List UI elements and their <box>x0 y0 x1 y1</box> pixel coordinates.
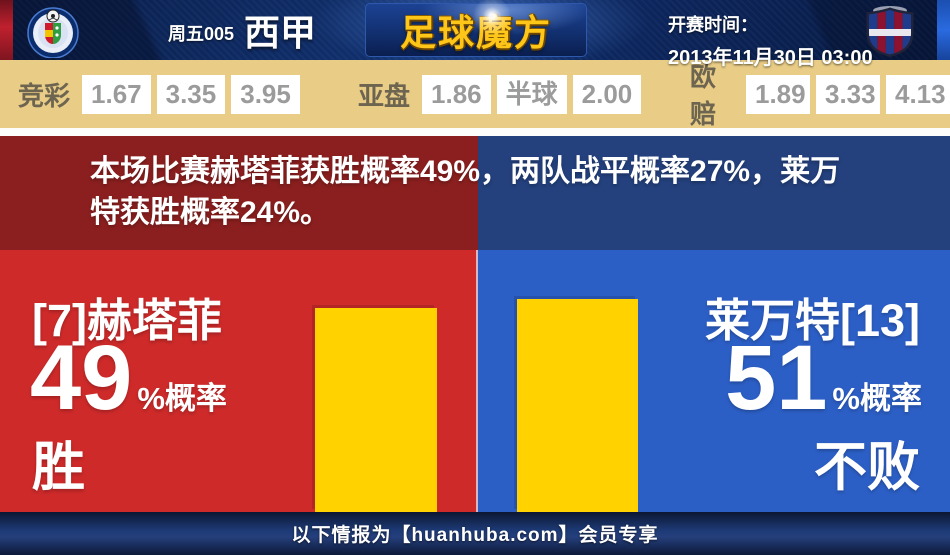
home-outcome: 胜 <box>32 438 85 497</box>
home-team-name: [7]赫塔菲 <box>32 295 222 346</box>
odds-group-oupei: 欧赔 1.89 3.33 4.13 <box>690 60 950 129</box>
odds-bar: 竞彩 1.67 3.35 3.95 亚盘 1.86 半球 2.00 欧赔 1.8… <box>0 60 950 129</box>
league-name: 西甲 <box>244 12 317 53</box>
home-probability-bar <box>315 308 437 512</box>
site-logo: 足球魔方 <box>365 3 587 57</box>
header-left-red-stripe <box>0 0 13 60</box>
odds-value-box: 3.35 <box>156 74 226 114</box>
odds-value-box: 4.13 <box>886 74 950 114</box>
odds-label-oupei: 欧赔 <box>690 62 717 129</box>
away-percent-value: 51 <box>725 327 828 429</box>
summary-line-2: 特获胜概率24%。 <box>90 196 331 229</box>
prediction-summary: 本场比赛赫塔菲获胜概率49%，两队战平概率27%，莱万 特获胜概率24%。 <box>90 151 840 233</box>
home-team-crest-icon <box>26 4 80 63</box>
odds-value-box: 1.67 <box>82 74 151 114</box>
odds-value-box: 1.89 <box>746 74 810 114</box>
kickoff-block: 开赛时间： 2013年11月30日 03:00 <box>668 11 873 70</box>
odds-value-box: 2.00 <box>572 74 642 114</box>
probability-panels: [7]赫塔菲 49 %概率 胜 莱万特[13] 51 %概率 不败 <box>0 250 950 512</box>
away-team-name: 莱万特[13] <box>704 295 920 346</box>
kickoff-time: 2013年11月30日 03:00 <box>668 47 873 69</box>
footer-bar: 以下情报为【huanhuba.com】会员专享 <box>0 512 950 555</box>
home-percent-row: 49 %概率 <box>30 327 227 429</box>
home-percent-value: 49 <box>30 327 133 429</box>
odds-value-box: 3.33 <box>816 74 880 114</box>
header: 周五005 西甲 足球魔方 开赛时间： 2013年11月30日 03:00 <box>0 0 950 69</box>
site-logo-text: 足球魔方 <box>399 12 552 53</box>
white-separator <box>0 128 950 136</box>
match-info: 周五005 西甲 <box>168 0 316 60</box>
away-team-crest-icon <box>860 4 920 63</box>
away-percent-suffix: %概率 <box>832 381 922 416</box>
odds-group-yapan: 亚盘 1.86 半球 2.00 <box>358 60 642 128</box>
away-probability-bar <box>517 299 638 512</box>
odds-label-yapan: 亚盘 <box>358 80 411 111</box>
summary-line-1: 本场比赛赫塔菲获胜概率49%，两队战平概率27%，莱万 <box>90 155 841 188</box>
odds-label-jingcai: 竞彩 <box>18 80 71 111</box>
summary-banner-blue-half <box>478 136 950 250</box>
panel-divider <box>476 250 478 512</box>
odds-value-box: 半球 <box>496 74 567 114</box>
odds-value-box: 3.95 <box>231 74 300 114</box>
summary-banner-red-half <box>0 136 478 250</box>
match-code: 周五005 <box>168 24 235 44</box>
footer-text: 以下情报为【huanhuba.com】会员专享 <box>291 525 659 546</box>
away-outcome: 不败 <box>814 438 920 497</box>
kickoff-label: 开赛时间： <box>668 15 758 35</box>
away-percent-row: 51 %概率 <box>725 327 922 429</box>
home-percent-suffix: %概率 <box>137 381 227 416</box>
odds-value-box: 1.86 <box>422 74 491 114</box>
summary-banner: 本场比赛赫塔菲获胜概率49%，两队战平概率27%，莱万 特获胜概率24%。 <box>0 136 950 250</box>
header-right-blue-stripe <box>937 0 950 60</box>
odds-group-jingcai: 竞彩 1.67 3.35 3.95 <box>18 60 300 128</box>
